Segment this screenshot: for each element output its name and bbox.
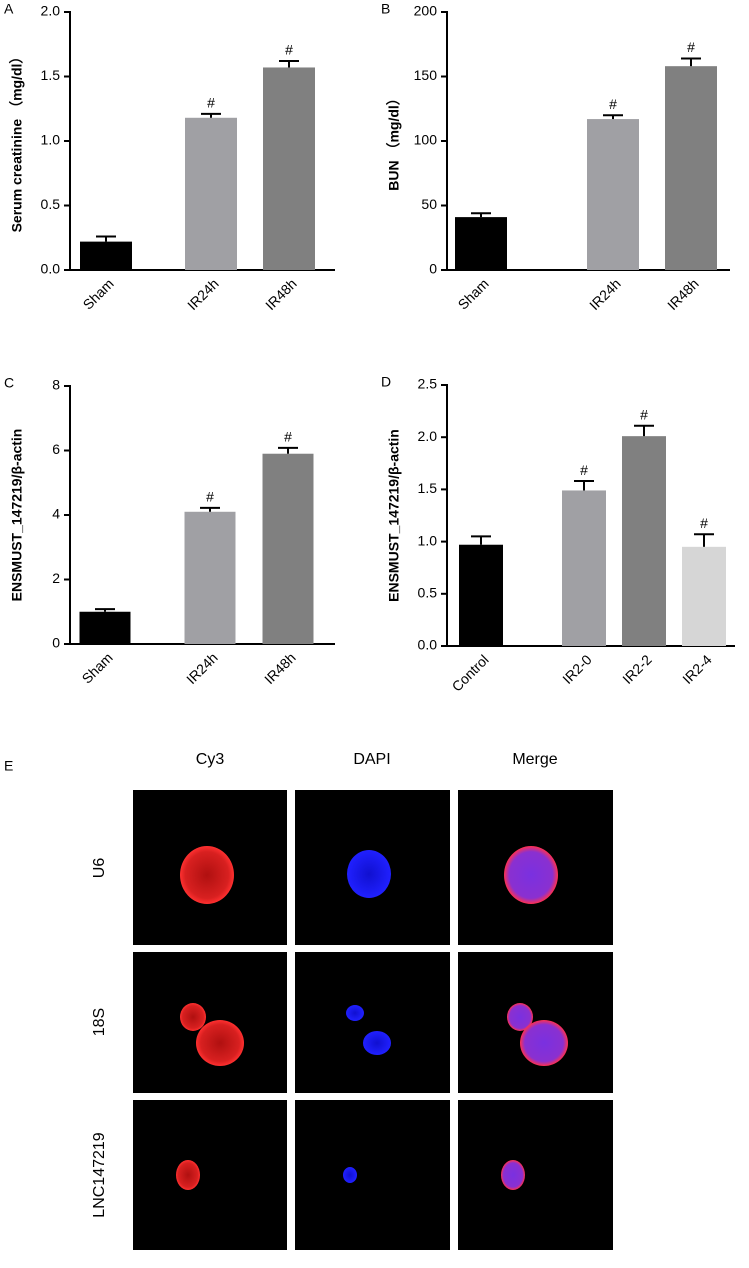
y-axis-label: ENSMUST_147219/β-actin (386, 429, 402, 602)
y-tick-label: 1.5 (41, 67, 61, 83)
x-tick-label: IR2-2 (619, 651, 655, 687)
y-tick-label: 0.5 (418, 585, 438, 601)
image-panel: E Cy3 DAPI Merge U6 18S LNC147219 (4, 751, 613, 1250)
row-header: 18S (91, 1008, 108, 1036)
y-tick-label: 0 (429, 261, 437, 277)
y-tick-label: 1.0 (41, 132, 61, 148)
significance-mark: # (284, 429, 292, 445)
x-tick-label: IR24h (183, 649, 221, 687)
y-tick-label: 1.5 (418, 480, 438, 496)
bar (622, 436, 666, 646)
row-header: LNC147219 (91, 1132, 108, 1218)
bar (262, 453, 314, 644)
bar (587, 119, 639, 270)
bar (455, 217, 507, 270)
significance-mark: # (206, 489, 214, 505)
x-tick-label: Sham (79, 649, 116, 686)
significance-mark: # (687, 39, 695, 55)
y-tick-label: 0.0 (41, 261, 61, 277)
bar (562, 490, 606, 646)
bar (184, 511, 236, 644)
micrographs (133, 790, 613, 1250)
panel-label: B (381, 1, 390, 17)
x-tick-label: IR2-4 (679, 651, 715, 687)
x-tick-label: IR48h (664, 275, 702, 313)
significance-mark: # (700, 515, 708, 531)
y-tick-label: 4 (52, 506, 60, 522)
panel-label: E (4, 758, 13, 774)
y-tick-label: 1.0 (418, 532, 438, 548)
x-tick-label: Control (449, 651, 492, 694)
x-tick-label: Sham (80, 275, 117, 312)
y-tick-label: 0.5 (41, 196, 61, 212)
column-header: Merge (512, 751, 557, 768)
significance-mark: # (580, 462, 588, 478)
bar (665, 66, 717, 271)
y-tick-label: 50 (421, 196, 437, 212)
y-tick-label: 0 (52, 635, 60, 651)
significance-mark: # (207, 95, 215, 111)
x-tick-label: IR48h (262, 275, 300, 313)
significance-mark: # (609, 96, 617, 112)
bar (459, 544, 503, 646)
y-tick-label: 100 (414, 132, 438, 148)
y-tick-label: 2.5 (418, 376, 438, 392)
bar (185, 117, 237, 270)
y-tick-label: 200 (414, 3, 438, 19)
y-tick-label: 0.0 (418, 637, 438, 653)
significance-mark: # (640, 406, 648, 422)
panel-label: A (4, 1, 14, 17)
bar (263, 67, 315, 270)
y-axis-label: BUN （mg/dl） (386, 91, 402, 191)
x-tick-label: Sham (455, 275, 492, 312)
panel-label: C (4, 375, 14, 391)
row-header: U6 (91, 858, 108, 879)
significance-mark: # (285, 42, 293, 58)
x-tick-label: IR48h (261, 649, 299, 687)
bar (79, 611, 131, 644)
y-axis-label: ENSMUST_147219/β-actin (9, 429, 25, 602)
panel-label: D (381, 374, 391, 390)
y-tick-label: 6 (52, 441, 60, 457)
x-tick-label: IR2-0 (559, 651, 595, 687)
x-tick-label: IR24h (586, 275, 624, 313)
y-tick-label: 2 (52, 570, 60, 586)
y-tick-label: 150 (414, 67, 438, 83)
column-header: DAPI (353, 751, 390, 768)
bar (80, 241, 132, 270)
y-axis-label: Serum creatinine （mg/dl） (9, 50, 25, 233)
x-tick-label: IR24h (184, 275, 222, 313)
y-tick-label: 8 (52, 377, 60, 393)
column-header: Cy3 (196, 751, 225, 768)
y-tick-label: 2.0 (41, 3, 61, 19)
bar (682, 546, 726, 646)
y-tick-label: 2.0 (418, 428, 438, 444)
